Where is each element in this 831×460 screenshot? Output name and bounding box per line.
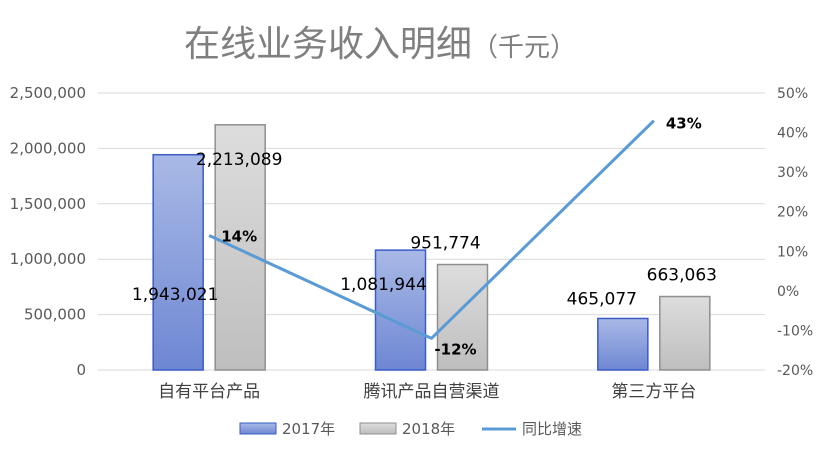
growth-label: 43% [666,115,702,133]
legend: 2017年 2018年 同比增速 [239,420,582,438]
right-tick-label: 50% [777,86,808,102]
right-tick-label: 10% [777,244,808,260]
left-tick-label: 1,000,000 [10,250,86,268]
category-label: 自有平台产品 [158,382,260,402]
left-tick-label: 2,000,000 [10,139,86,157]
bar-2018 [214,124,266,371]
data-label-2017: 465,077 [567,289,637,309]
bar-2018 [659,295,711,371]
right-tick-label: 0% [777,284,799,300]
legend-swatch-2018 [359,422,397,435]
legend-label-growth: 同比增速 [522,420,582,438]
legend-swatch-2017 [239,422,277,435]
category-label: 第三方平台 [611,382,696,402]
growth-line-path [208,119,655,340]
data-label-2018: 951,774 [410,234,480,254]
right-tick-label: 20% [777,205,808,221]
left-tick-label: 500,000 [24,306,86,324]
gridlines [98,92,765,371]
category-axis-labels: 自有平台产品 腾讯产品自营渠道 第三方平台 [158,382,696,402]
right-axis-ticks: -20% -10% 0% 10% 20% 30% 40% 50% [777,86,813,379]
chart-title: 在线业务收入明细（千元） [184,24,576,65]
chart-title-main: 在线业务收入明细 [184,24,472,65]
right-tick-label: 30% [777,165,808,181]
left-axis-ticks: 0 500,000 1,000,000 1,500,000 2,000,000 2,500… [10,84,86,379]
right-tick-label: -10% [777,323,813,339]
right-tick-label: -20% [777,363,813,379]
bar-2018 [436,263,489,371]
category-label: 腾讯产品自营渠道 [364,382,500,402]
growth-label: -12% [434,340,476,358]
legend-label-2018: 2018年 [402,420,455,438]
growth-line [208,119,655,340]
bar-2017 [597,317,649,371]
data-label-2017: 1,943,021 [132,285,219,305]
left-tick-label: 0 [76,361,86,379]
data-labels: 1,943,021 1,081,944 465,077 2,213,089 951,77… [132,115,717,359]
legend-label-2017: 2017年 [282,420,335,438]
bar-2017 [152,153,204,371]
bar-2017 [374,249,427,371]
data-label-2017: 1,081,944 [340,275,427,295]
bars [152,124,711,371]
right-tick-label: 40% [777,126,808,142]
data-label-2018: 663,063 [647,266,717,286]
left-tick-label: 2,500,000 [10,84,86,102]
chart-title-unit: （千元） [472,33,576,63]
growth-label: 14% [221,227,257,245]
data-label-2018: 2,213,089 [196,150,283,170]
left-tick-label: 1,500,000 [10,195,86,213]
